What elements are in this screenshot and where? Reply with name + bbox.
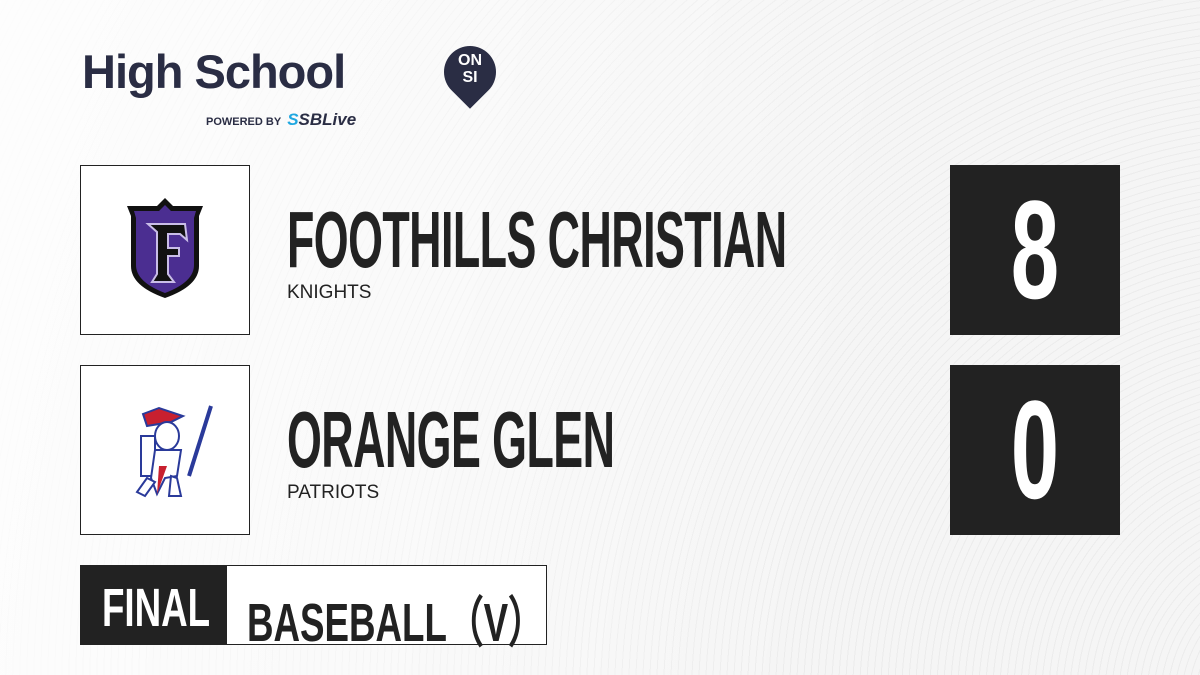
team-logo-orange-glen: [80, 365, 250, 535]
brand-title: High School: [82, 45, 346, 98]
sport-label: BASEBALL（V）: [227, 565, 547, 653]
powered-by: POWERED BY SSBLive: [206, 110, 357, 129]
team-name: FOOTHILLS CHRISTIAN: [287, 195, 787, 284]
brand-badge: ON SI: [458, 52, 482, 86]
team-mascot: KNIGHTS: [287, 282, 372, 303]
shield-f-logo-icon: [127, 198, 203, 298]
team-mascot: PATRIOTS: [287, 482, 380, 503]
team-name: ORANGE GLEN: [287, 395, 615, 484]
brand-logo: High School ON SI POWERED BY SSBLive: [82, 35, 507, 129]
team-score: 0: [950, 365, 1120, 535]
patriot-logo-icon: [135, 405, 213, 498]
team-logo-foothills: [80, 165, 250, 335]
team-score: 8: [950, 165, 1120, 335]
game-status-badge: FINAL: [80, 565, 227, 645]
